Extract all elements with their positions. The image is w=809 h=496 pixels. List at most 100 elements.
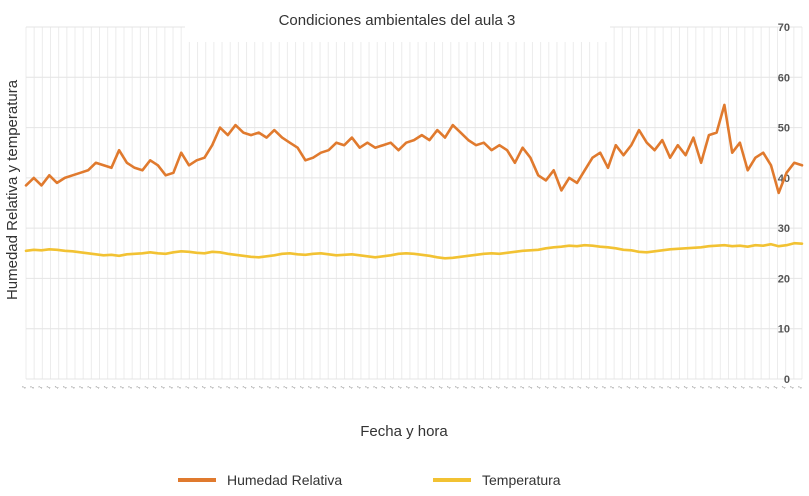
x-tick-label: 1 [364, 385, 371, 391]
x-tick-label: 1 [381, 385, 388, 391]
x-tick-label: 1 [283, 385, 290, 391]
x-axis-title: Fecha y hora [360, 423, 448, 440]
x-tick-label: 1 [78, 385, 85, 391]
x-tick-label: 1 [176, 385, 183, 391]
x-tick-label: 1 [152, 385, 159, 391]
x-tick-label: 1 [495, 385, 502, 391]
x-tick-label: 1 [748, 385, 755, 391]
x-tick-label: 1 [274, 385, 281, 391]
y-tick-label: 10 [778, 324, 790, 336]
y-axis-title: Humedad Relativa y temperatura [4, 79, 21, 300]
x-tick-label: 1 [421, 385, 428, 391]
series-line-humedad-relativa [24, 103, 804, 195]
x-tick-label: 1 [536, 385, 543, 391]
x-tick-label: 1 [438, 385, 445, 391]
x-tick-label: 1 [266, 385, 273, 391]
x-tick-label: 1 [568, 385, 575, 391]
x-tick-label: 1 [307, 385, 314, 391]
x-tick-label: 1 [70, 385, 77, 391]
x-tick-label: 1 [119, 385, 126, 391]
x-tick-label: 1 [487, 385, 494, 391]
x-tick-label: 1 [789, 385, 796, 391]
x-tick-label: 1 [340, 385, 347, 391]
x-tick-label: 1 [642, 385, 649, 391]
x-tick-label: 1 [29, 385, 36, 391]
y-tick-label: 70 [778, 22, 790, 34]
x-tick-label: 1 [740, 385, 747, 391]
x-tick-label: 1 [234, 385, 241, 391]
x-tick-label: 1 [250, 385, 257, 391]
x-tick-label: 1 [46, 385, 53, 391]
y-tick-label: 50 [778, 123, 790, 135]
x-tick-label: 1 [528, 385, 535, 391]
x-tick-label: 1 [86, 385, 93, 391]
x-tick-label: 1 [675, 385, 682, 391]
x-tick-label: 1 [650, 385, 657, 391]
x-tick-label: 1 [160, 385, 167, 391]
x-tick-label: 1 [585, 385, 592, 391]
vertical-gridlines [25, 27, 803, 379]
legend-label-temperatura: Temperatura [482, 472, 561, 488]
x-tick-label: 1 [291, 385, 298, 391]
x-tick-label: 1 [691, 385, 698, 391]
x-tick-label: 1 [756, 385, 763, 391]
x-tick-label: 1 [332, 385, 339, 391]
title-background [185, 6, 610, 42]
x-tick-label: 1 [544, 385, 551, 391]
chart-title: Condiciones ambientales del aula 3 [279, 12, 516, 29]
x-tick-label: 1 [168, 385, 175, 391]
x-tick-label: 1 [732, 385, 739, 391]
series-line-temperatura [24, 241, 804, 260]
x-tick-label: 1 [577, 385, 584, 391]
x-tick-label: 1 [356, 385, 363, 391]
x-tick-label: 1 [634, 385, 641, 391]
x-tick-label: 1 [699, 385, 706, 391]
x-tick-label: 1 [511, 385, 518, 391]
y-tick-label: 20 [778, 273, 790, 285]
legend-label-humedad: Humedad Relativa [227, 472, 342, 488]
x-tick-label: 1 [54, 385, 61, 391]
x-tick-label: 1 [626, 385, 633, 391]
x-tick-label: 1 [470, 385, 477, 391]
x-tick-label: 1 [242, 385, 249, 391]
x-tick-label: 1 [724, 385, 731, 391]
x-tick-label: 1 [201, 385, 208, 391]
x-tick-label: 1 [397, 385, 404, 391]
x-tick-label: 1 [683, 385, 690, 391]
x-tick-label: 1 [413, 385, 420, 391]
series-layer [24, 103, 804, 260]
legend[interactable]: Humedad Relativa Temperatura [178, 472, 561, 488]
x-tick-label: 1 [609, 385, 616, 391]
x-tick-label: 1 [773, 385, 780, 391]
y-tick-label: 30 [778, 223, 790, 235]
x-tick-label: 1 [103, 385, 110, 391]
x-tick-label: 1 [797, 385, 804, 391]
y-tick-label: 0 [784, 374, 790, 386]
x-tick-label: 1 [323, 385, 330, 391]
x-tick-label: 1 [258, 385, 265, 391]
x-tick-label: 1 [95, 385, 102, 391]
x-tick-label: 1 [21, 385, 28, 391]
x-tick-label: 1 [389, 385, 396, 391]
x-tick-label: 1 [454, 385, 461, 391]
x-tick-label: 1 [315, 385, 322, 391]
x-tick-label: 1 [185, 385, 192, 391]
x-tick-label: 1 [136, 385, 143, 391]
x-tick-label: 1 [62, 385, 69, 391]
x-tick-label: 1 [479, 385, 486, 391]
y-tick-label: 60 [778, 72, 790, 84]
x-tick-label: 1 [715, 385, 722, 391]
x-tick-label: 1 [144, 385, 151, 391]
x-tick-label: 1 [617, 385, 624, 391]
x-tick-label: 1 [707, 385, 714, 391]
x-tick-label: 1 [430, 385, 437, 391]
x-tick-label: 1 [666, 385, 673, 391]
x-tick-label: 1 [462, 385, 469, 391]
x-tick-label: 1 [193, 385, 200, 391]
x-tick-label: 1 [764, 385, 771, 391]
x-tick-label: 1 [593, 385, 600, 391]
x-tick-label: 1 [209, 385, 216, 391]
